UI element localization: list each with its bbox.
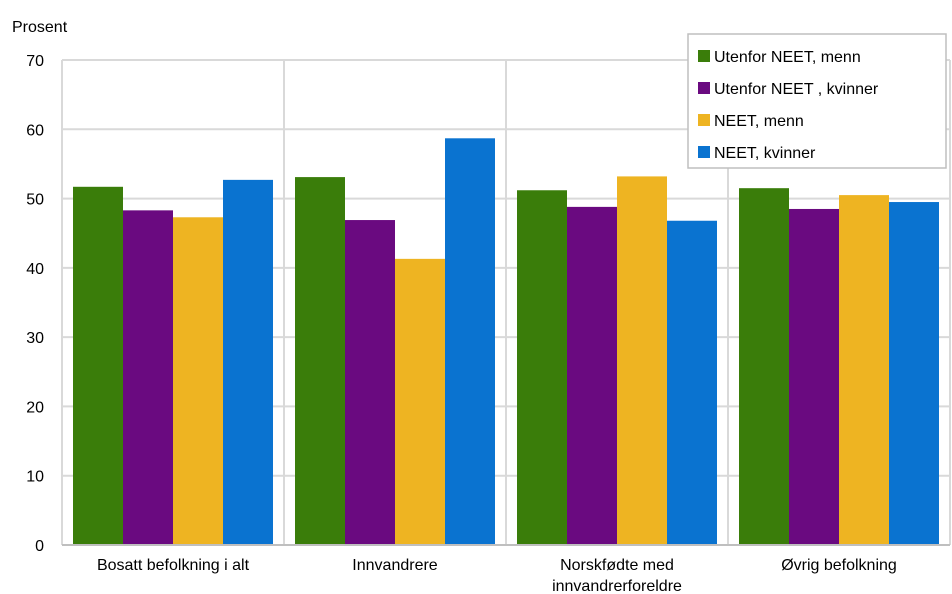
axis-layer: 0 10 20 30 40 50 60 70 Bosatt befolkning i alt In… — [26, 53, 950, 594]
bar-2-2 — [345, 220, 395, 546]
bar-3-1 — [173, 217, 223, 545]
y-tick-label: 30 — [26, 330, 44, 347]
y-tick-label: 50 — [26, 192, 44, 209]
bar-3-2 — [395, 258, 445, 545]
bars-layer — [73, 138, 939, 546]
legend-swatch-2 — [698, 82, 710, 94]
y-tick-label: 20 — [26, 399, 44, 416]
x-category-label: Bosatt befolkning i alt — [97, 557, 250, 574]
legend-label-1: Utenfor NEET, menn — [714, 49, 861, 66]
legend-label-3: NEET, menn — [714, 113, 804, 130]
y-axis-title: Prosent — [12, 19, 68, 36]
y-tick-label: 0 — [35, 538, 44, 555]
x-category-label: Innvandrere — [352, 557, 437, 574]
bar-4-1 — [223, 179, 273, 545]
y-tick-label: 60 — [26, 122, 44, 139]
x-category-label: innvandrerforeldre — [552, 578, 682, 594]
legend-label-2: Utenfor NEET , kvinner — [714, 81, 879, 98]
legend-label-4: NEET, kvinner — [714, 145, 816, 162]
legend-swatch-4 — [698, 146, 710, 158]
bar-2-3 — [567, 206, 617, 545]
bar-4-4 — [889, 202, 939, 546]
legend-swatch-3 — [698, 114, 710, 126]
bar-1-3 — [517, 190, 567, 545]
bar-2-4 — [789, 208, 839, 545]
legend: Utenfor NEET, menn Utenfor NEET , kvinner… — [687, 33, 947, 169]
bar-1-4 — [739, 188, 789, 545]
bar-4-2 — [445, 138, 495, 546]
legend-box — [687, 33, 947, 169]
bar-1-1 — [73, 186, 123, 546]
y-tick-label: 40 — [26, 261, 44, 278]
bar-1-2 — [295, 177, 345, 546]
x-category-label: Øvrig befolkning — [781, 557, 897, 574]
y-tick-label: 10 — [26, 469, 44, 486]
bar-4-3 — [667, 220, 717, 545]
legend-swatch-1 — [698, 50, 710, 62]
bar-3-3 — [617, 176, 667, 545]
bar-3-4 — [839, 195, 889, 545]
y-tick-label: 70 — [26, 53, 44, 70]
bar-2-1 — [123, 210, 173, 545]
x-category-label: Norskfødte med — [560, 557, 674, 574]
